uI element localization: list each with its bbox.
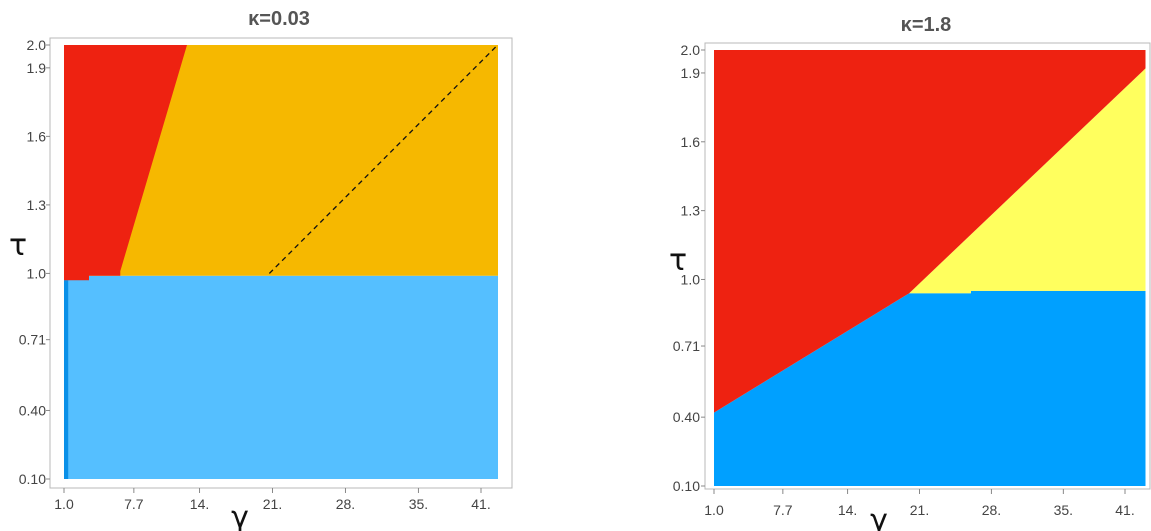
- x-tick-label: 41.: [471, 496, 490, 512]
- y-tick-label: 2.0: [681, 42, 701, 58]
- x-tick-label: 7.7: [124, 496, 144, 512]
- x-tick-label: 21.: [910, 502, 929, 518]
- y-tick-label: 0.40: [19, 402, 46, 418]
- region-deep_blue: [64, 280, 69, 479]
- x-tick-label: 14.: [838, 502, 857, 518]
- region-blue: [714, 290, 1146, 486]
- x-tick-label: 14.: [190, 496, 209, 512]
- y-tick-label: 0.10: [19, 471, 46, 487]
- y-tick-label: 0.40: [673, 409, 700, 425]
- x-axis-label: γ: [231, 500, 249, 531]
- chart-panel-1: κ=0.03 1.0 7.7 14. 21. 28. 35. 41. 0.10 0.40 0.71 1…: [9, 8, 513, 531]
- chart-title: κ=0.03: [248, 8, 310, 30]
- x-tick-label: 1.0: [54, 496, 74, 512]
- y-tick-label: 1.6: [681, 134, 701, 150]
- y-axis-label: τ: [9, 228, 27, 263]
- x-tick-label: 35.: [409, 496, 428, 512]
- y-tick-label: 1.3: [681, 203, 701, 219]
- x-tick-label: 35.: [1054, 502, 1073, 518]
- x-tick-label: 21.: [263, 496, 282, 512]
- y-tick-label: 1.9: [681, 65, 701, 81]
- region-yellow: [909, 68, 1146, 294]
- y-tick-label: 2.0: [27, 37, 47, 53]
- y-tick-label: 0.10: [673, 478, 700, 494]
- region-orange: [64, 45, 498, 276]
- chart-title: κ=1.8: [901, 14, 952, 36]
- x-axis-label: γ: [870, 503, 888, 531]
- x-tick-label: 41.: [1115, 502, 1134, 518]
- x-tick-label: 1.0: [704, 502, 724, 518]
- x-tick-label: 7.7: [773, 502, 793, 518]
- region-red: [714, 50, 1146, 413]
- y-tick-label: 0.71: [19, 332, 46, 348]
- y-tick-label: 1.3: [27, 197, 47, 213]
- y-tick-label: 1.0: [27, 265, 47, 281]
- chart-panel-2: κ=1.8 1.0 7.7 14. 21. 28. 35. 41. 0.10 0.40 0.71 1.…: [669, 14, 1151, 531]
- y-tick-label: 0.71: [673, 338, 700, 354]
- region-red: [64, 45, 187, 281]
- y-tick-label: 1.0: [681, 271, 701, 287]
- y-tick-label: 1.6: [27, 128, 47, 144]
- y-axis-label: τ: [669, 243, 687, 278]
- x-tick-label: 28.: [336, 496, 355, 512]
- x-tick-label: 28.: [982, 502, 1001, 518]
- y-tick-label: 1.9: [27, 60, 47, 76]
- region-blue: [64, 275, 498, 479]
